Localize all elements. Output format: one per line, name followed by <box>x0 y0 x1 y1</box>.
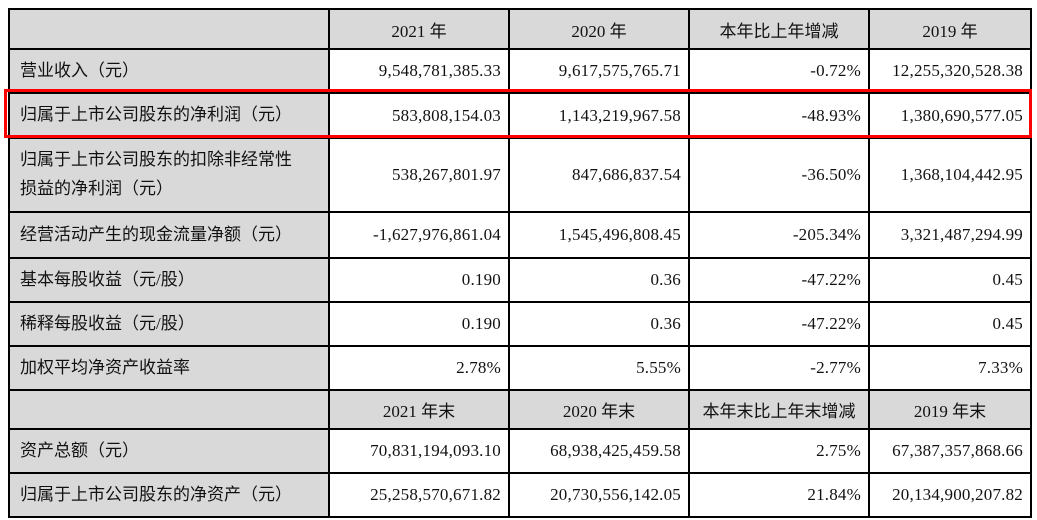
value-2019: 0.45 <box>868 257 1032 303</box>
metric-label: 稀释每股收益（元/股） <box>8 301 330 347</box>
metric-label: 归属于上市公司股东的扣除非经常性损益的净利润（元） <box>8 137 330 213</box>
header-yoy-change: 本年比上年增减 <box>688 8 870 50</box>
metric-label: 营业收入（元） <box>8 48 330 94</box>
row-basic-eps: 基本每股收益（元/股） 0.190 0.36 -47.22% 0.45 <box>8 257 1032 303</box>
row-operating-cash-flow: 经营活动产生的现金流量净额（元） -1,627,976,861.04 1,545… <box>8 211 1032 259</box>
header-2021-yearend: 2021 年末 <box>328 389 510 430</box>
value-2021: 25,258,570,671.82 <box>328 472 510 518</box>
value-2019: 12,255,320,528.38 <box>868 48 1032 94</box>
row-net-profit-highlighted: 归属于上市公司股东的净利润（元） 583,808,154.03 1,143,21… <box>8 92 1032 139</box>
value-yoy-change: -0.72% <box>688 48 870 94</box>
value-2021: 583,808,154.03 <box>328 92 510 139</box>
value-2021: 2.78% <box>328 345 510 391</box>
value-2019: 1,380,690,577.05 <box>868 92 1032 139</box>
value-yoy-change: -2.77% <box>688 345 870 391</box>
value-yoy-change: -36.50% <box>688 137 870 213</box>
header-2021: 2021 年 <box>328 8 510 50</box>
header-blank-cell <box>8 389 330 430</box>
metric-label: 基本每股收益（元/股） <box>8 257 330 303</box>
value-2021: 538,267,801.97 <box>328 137 510 213</box>
value-2021: 0.190 <box>328 257 510 303</box>
header-2019-yearend: 2019 年末 <box>868 389 1032 430</box>
value-2020: 5.55% <box>508 345 690 391</box>
metric-label: 加权平均净资产收益率 <box>8 345 330 391</box>
financial-summary-table: 2021 年 2020 年 本年比上年增减 2019 年 营业收入（元） 9,5… <box>8 8 1032 518</box>
value-2019: 20,134,900,207.82 <box>868 472 1032 518</box>
header-2020: 2020 年 <box>508 8 690 50</box>
value-2019: 0.45 <box>868 301 1032 347</box>
value-2021: 70,831,194,093.10 <box>328 428 510 474</box>
value-2020: 847,686,837.54 <box>508 137 690 213</box>
header-yearend-change: 本年末比上年末增减 <box>688 389 870 430</box>
header-blank-cell <box>8 8 330 50</box>
period-header-row: 2021 年 2020 年 本年比上年增减 2019 年 <box>8 8 1032 50</box>
value-2019: 67,387,357,868.66 <box>868 428 1032 474</box>
metric-label: 资产总额（元） <box>8 428 330 474</box>
header-2020-yearend: 2020 年末 <box>508 389 690 430</box>
value-2020: 68,938,425,459.58 <box>508 428 690 474</box>
value-2019: 3,321,487,294.99 <box>868 211 1032 259</box>
row-weighted-avg-roe: 加权平均净资产收益率 2.78% 5.55% -2.77% 7.33% <box>8 345 1032 391</box>
value-2021: 0.190 <box>328 301 510 347</box>
value-2020: 1,143,219,967.58 <box>508 92 690 139</box>
value-yoy-change: -47.22% <box>688 257 870 303</box>
value-2019: 7.33% <box>868 345 1032 391</box>
yearend-header-row: 2021 年末 2020 年末 本年末比上年末增减 2019 年末 <box>8 389 1032 430</box>
value-2020: 0.36 <box>508 257 690 303</box>
metric-label: 经营活动产生的现金流量净额（元） <box>8 211 330 259</box>
row-net-assets-attributable: 归属于上市公司股东的净资产（元） 25,258,570,671.82 20,73… <box>8 472 1032 518</box>
value-yearend-change: 21.84% <box>688 472 870 518</box>
value-yoy-change: -48.93% <box>688 92 870 139</box>
row-net-profit-excl-nonrecurring: 归属于上市公司股东的扣除非经常性损益的净利润（元） 538,267,801.97… <box>8 137 1032 213</box>
row-operating-revenue: 营业收入（元） 9,548,781,385.33 9,617,575,765.7… <box>8 48 1032 94</box>
row-diluted-eps: 稀释每股收益（元/股） 0.190 0.36 -47.22% 0.45 <box>8 301 1032 347</box>
value-yearend-change: 2.75% <box>688 428 870 474</box>
value-2021: 9,548,781,385.33 <box>328 48 510 94</box>
value-2020: 9,617,575,765.71 <box>508 48 690 94</box>
value-2020: 0.36 <box>508 301 690 347</box>
header-2019: 2019 年 <box>868 8 1032 50</box>
value-2019: 1,368,104,442.95 <box>868 137 1032 213</box>
value-2020: 1,545,496,808.45 <box>508 211 690 259</box>
value-2021: -1,627,976,861.04 <box>328 211 510 259</box>
value-yoy-change: -47.22% <box>688 301 870 347</box>
value-2020: 20,730,556,142.05 <box>508 472 690 518</box>
row-total-assets: 资产总额（元） 70,831,194,093.10 68,938,425,459… <box>8 428 1032 474</box>
metric-label: 归属于上市公司股东的净利润（元） <box>8 92 330 139</box>
metric-label: 归属于上市公司股东的净资产（元） <box>8 472 330 518</box>
value-yoy-change: -205.34% <box>688 211 870 259</box>
